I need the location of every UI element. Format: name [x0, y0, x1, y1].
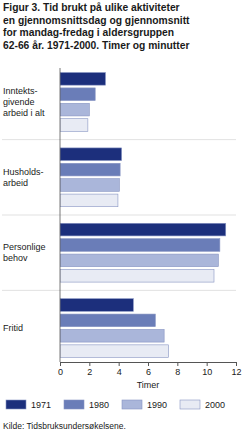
x-tick: 12	[231, 362, 241, 377]
x-tick-label: 4	[117, 367, 122, 377]
category-label-line: Personlige	[3, 242, 46, 252]
category-label-line: behov	[3, 253, 28, 263]
bar	[60, 329, 164, 342]
x-tick-mark	[60, 362, 61, 366]
bar	[60, 254, 218, 267]
bar	[60, 163, 120, 176]
category-label-line: arbeid i alt	[3, 108, 45, 118]
title-line: Figur 3. Tid brukt på ulike aktiviteter	[3, 2, 180, 13]
bar	[60, 269, 214, 282]
legend-swatch	[180, 400, 200, 409]
x-tick-label: 6	[146, 367, 151, 377]
legend-label: 2000	[205, 400, 225, 410]
bar	[60, 194, 118, 207]
bar	[60, 119, 88, 132]
x-tick: 8	[175, 362, 180, 377]
category-label-line: Husholds-	[3, 167, 44, 177]
x-tick-label: 0	[58, 367, 63, 377]
bars	[60, 73, 226, 358]
bar	[60, 239, 220, 252]
x-axis-title: Timer	[137, 380, 160, 390]
x-tick-mark	[119, 362, 120, 366]
bar	[60, 148, 122, 161]
category-label: Fritid	[3, 323, 23, 333]
x-tick: 0	[58, 362, 63, 377]
bar	[60, 73, 105, 86]
x-axis: 0 2 4 6 8 10 12	[58, 362, 242, 377]
group-separator	[2, 139, 236, 140]
x-tick: 10	[202, 362, 212, 377]
x-tick-label: 2	[87, 367, 92, 377]
title: Figur 3. Tid brukt på ulike aktiviteter e…	[3, 2, 190, 51]
bar	[60, 103, 89, 116]
category-label-line: Fritid	[3, 323, 23, 333]
legend-label: 1971	[31, 400, 51, 410]
x-tick-mark	[207, 362, 208, 366]
x-tick-mark	[177, 362, 178, 366]
legend-label: 1980	[89, 400, 109, 410]
group-separator	[2, 215, 236, 216]
x-tick-mark	[89, 362, 90, 366]
legend: 1971 1980 1990 2000	[6, 400, 225, 410]
title-line: 62-66 år. 1971-2000. Timer og minutter	[3, 40, 189, 51]
bar	[60, 223, 226, 236]
y-axis-line	[60, 68, 61, 362]
category-label-line: arbeid	[3, 178, 28, 188]
x-tick-label: 12	[231, 367, 241, 377]
legend-label: 1990	[147, 400, 167, 410]
x-tick: 6	[146, 362, 151, 377]
x-tick-label: 10	[202, 367, 212, 377]
x-tick-mark	[236, 362, 237, 366]
chart: Figur 3. Tid brukt på ulike aktiviteter e…	[0, 0, 249, 436]
bar	[60, 299, 133, 312]
title-line: for mandag-fredag i aldersgruppen	[3, 27, 174, 38]
bar	[60, 88, 95, 101]
bar	[60, 179, 119, 192]
category-label: Husholds-arbeid	[3, 167, 44, 188]
legend-swatch	[6, 400, 26, 409]
x-tick-mark	[148, 362, 149, 366]
bar	[60, 345, 169, 358]
source: Kilde: Tidsbruksundersøkelsene.	[3, 421, 126, 431]
x-tick-label: 8	[175, 367, 180, 377]
x-tick: 4	[117, 362, 122, 377]
title-line: en gjennomsnittsdag og gjennomsnitt	[3, 15, 190, 26]
category-label-line: givende	[3, 97, 35, 107]
group-separator	[2, 290, 236, 291]
bar	[60, 314, 155, 327]
x-axis-line	[61, 363, 237, 367]
x-tick: 2	[87, 362, 92, 377]
category-label-line: Inntekts-	[3, 86, 38, 96]
legend-swatch	[122, 400, 142, 409]
category-label: Personligebehov	[3, 242, 46, 263]
category-label: Inntekts-givendearbeid i alt	[3, 86, 45, 118]
legend-swatch	[64, 400, 84, 409]
